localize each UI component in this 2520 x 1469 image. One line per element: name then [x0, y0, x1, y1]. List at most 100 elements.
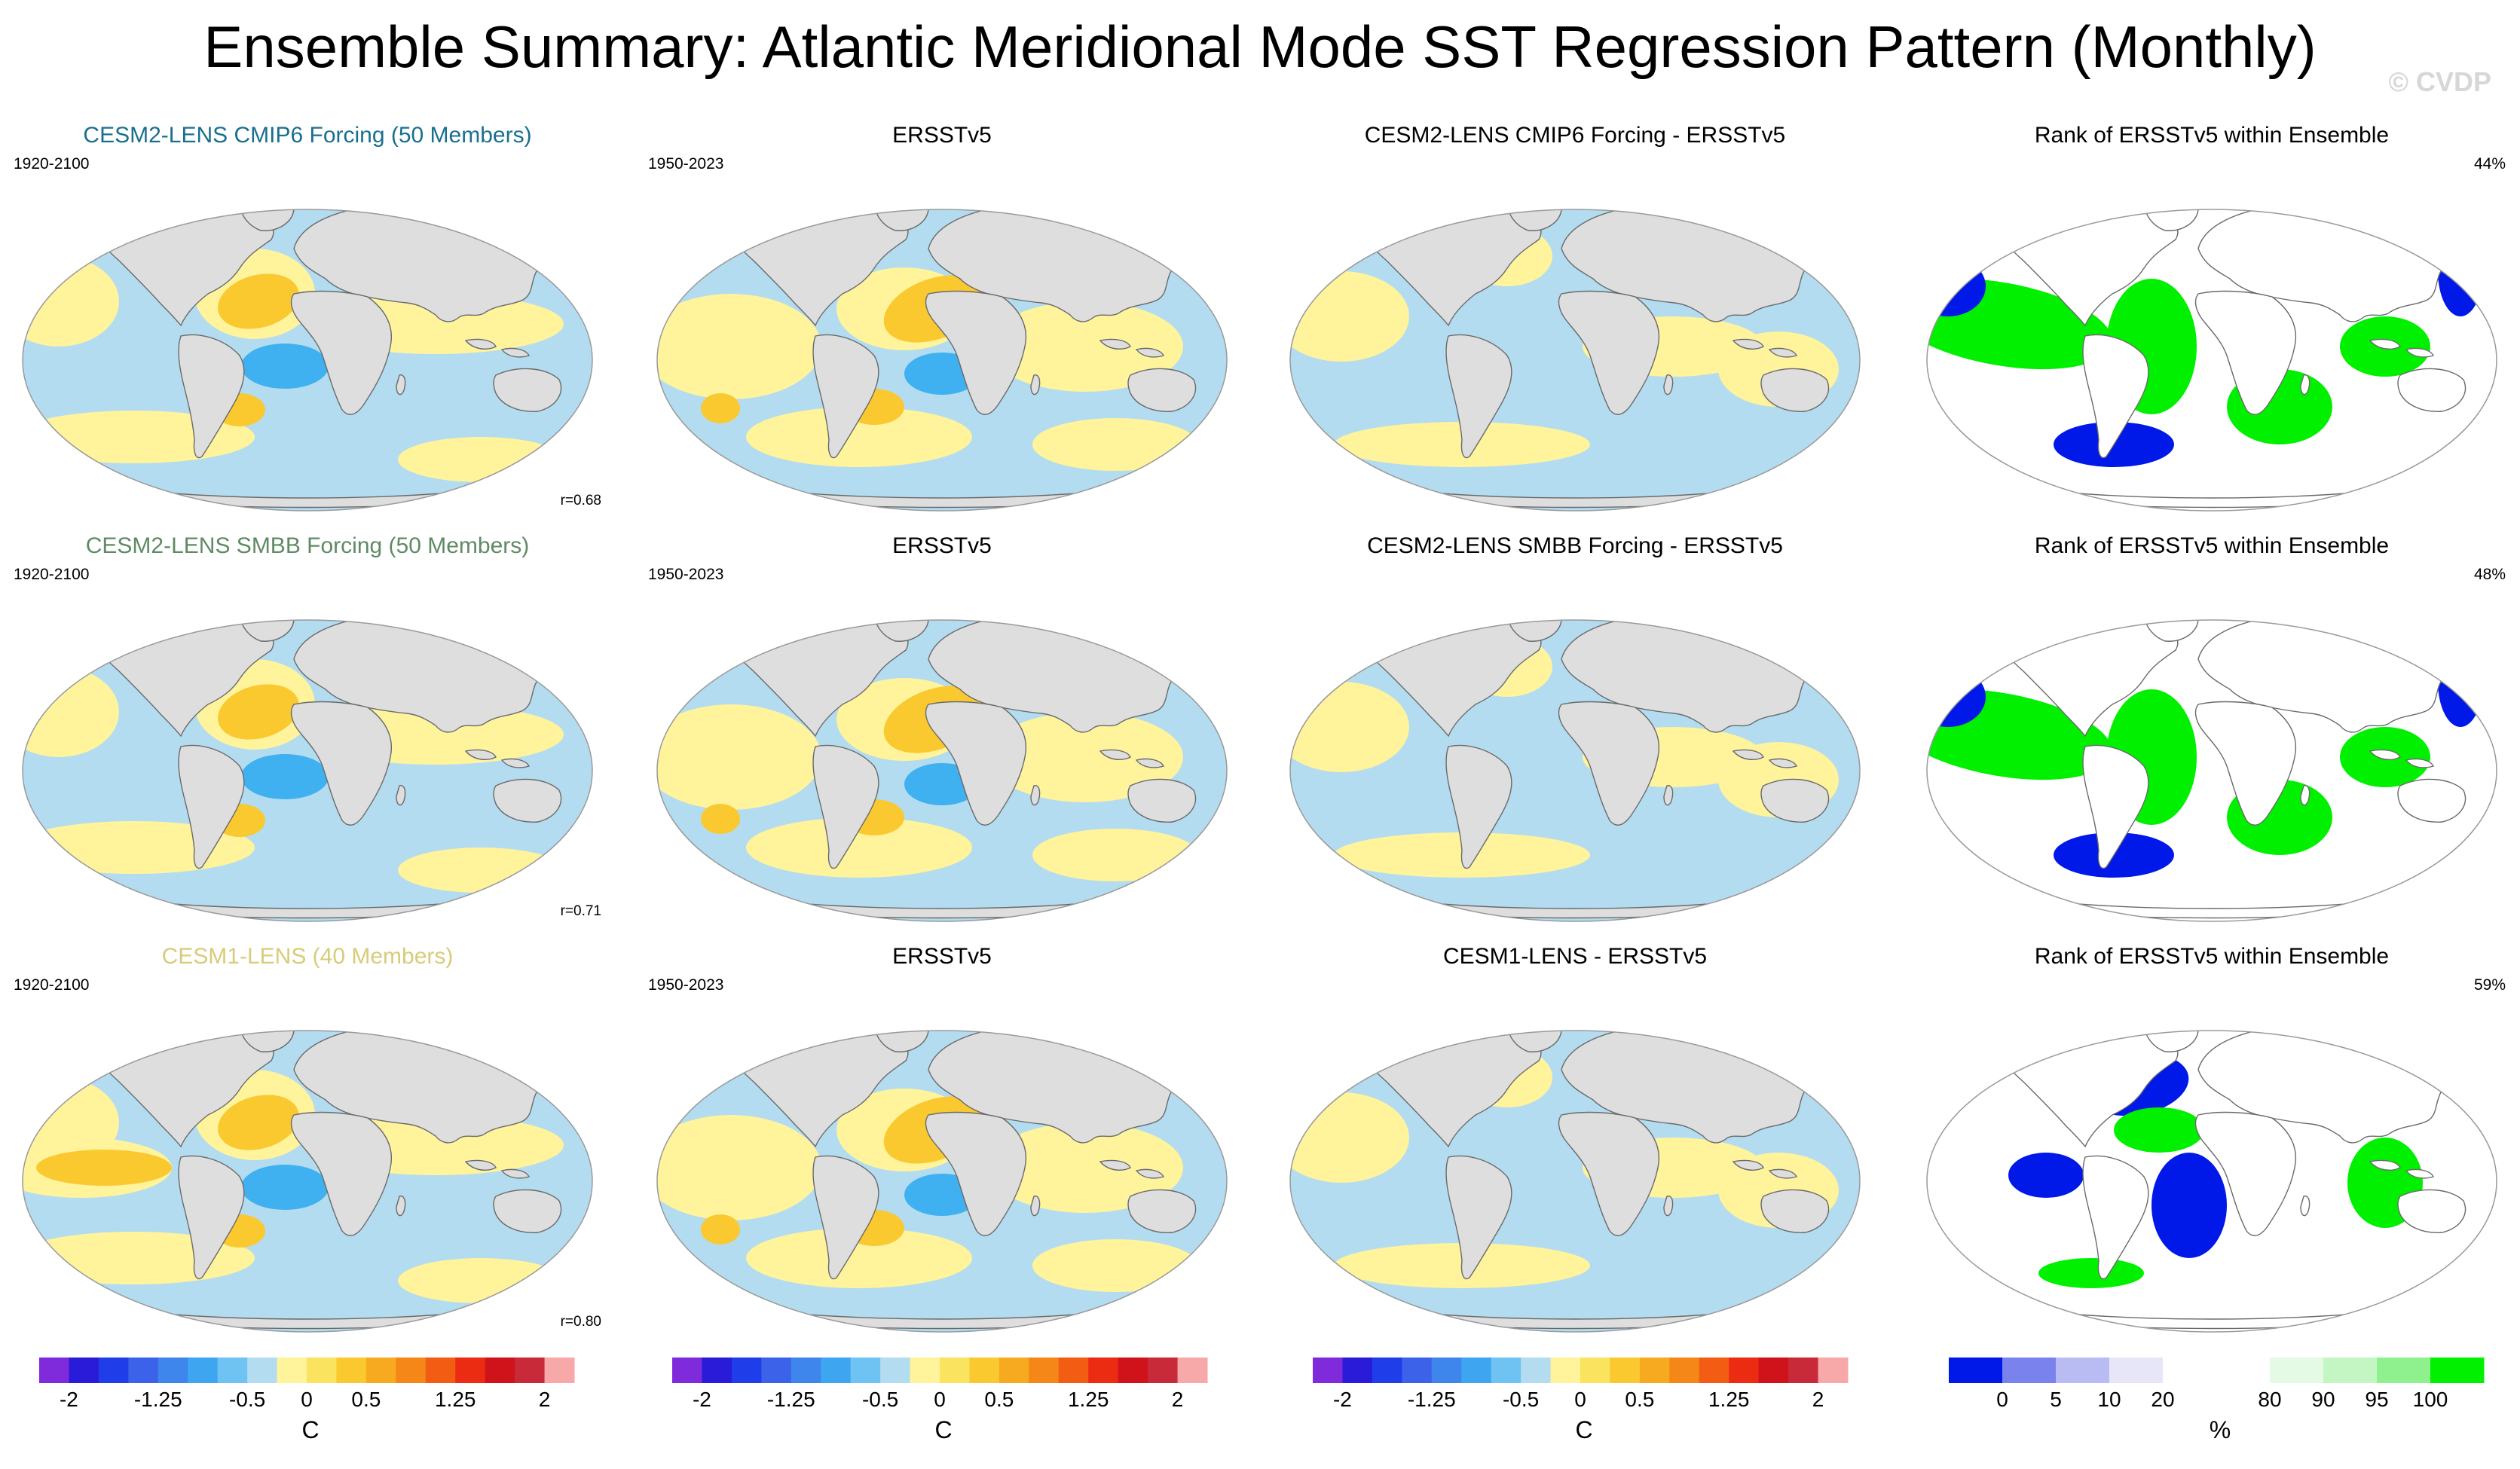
land-mass: [2397, 1189, 2466, 1233]
warm-anomaly-region: [701, 393, 740, 423]
colorbar-tick-label: 1.25: [434, 1388, 476, 1411]
warm-anomaly-region: [987, 301, 1183, 392]
colorbar-swatch: [2216, 1358, 2271, 1383]
map-panel-diff: CESM2-LENS SMBB Forcing - ERSSTv5: [1281, 531, 1869, 923]
land-mass: [1030, 374, 1041, 396]
land-mass: [1030, 785, 1041, 806]
land-mass: [812, 1155, 879, 1280]
colorbar-swatch: [1729, 1358, 1760, 1383]
colorbar-tick-label: 100: [2412, 1388, 2448, 1411]
panel-period: 1950-2023: [648, 976, 724, 994]
colorbar-swatch: [1550, 1358, 1581, 1383]
rank-map: [1926, 209, 2497, 512]
land-mass: [493, 368, 562, 412]
low-rank-region: [2151, 1153, 2227, 1258]
land-mass: [1663, 1196, 1674, 1217]
colorbar-unit-label: C: [301, 1416, 320, 1443]
colorbar-tick-label: -2: [1332, 1388, 1352, 1411]
land-mass: [1445, 334, 1512, 459]
ensemble-map: [22, 619, 593, 922]
colorbar-swatch: [1313, 1358, 1343, 1383]
colorbar-tick-label: 0: [1574, 1388, 1586, 1411]
figure-title: Ensemble Summary: Atlantic Meridional Mo…: [203, 14, 2317, 80]
land-mass: [1445, 1155, 1512, 1280]
warm-anomaly-region: [987, 712, 1183, 802]
low-rank-region: [2438, 226, 2483, 316]
colorbar-tick-label: 0.5: [1625, 1388, 1655, 1411]
land-mass: [290, 290, 392, 415]
panel-title: CESM1-LENS (40 Members): [161, 944, 454, 969]
colorbar-swatch: [731, 1358, 762, 1383]
land-mass: [1506, 1031, 1562, 1052]
sst-colorbar: -2 -1.25 -0.5 0 0.5 1.25 2 C: [39, 1356, 582, 1469]
pattern-correlation: r=0.68: [560, 493, 601, 508]
colorbar-swatch: [544, 1358, 575, 1383]
colorbar-swatch: [1669, 1358, 1700, 1383]
land-mass: [1127, 368, 1197, 412]
colorbar-swatch: [850, 1358, 881, 1383]
land-mass: [2405, 758, 2435, 768]
land-mass: [2369, 749, 2401, 760]
colorbar-swatch: [2056, 1358, 2110, 1383]
colorbar-swatch: [1118, 1358, 1148, 1383]
land-mass: [1506, 620, 1562, 642]
land-mass: [500, 347, 531, 358]
land-mass: [1099, 1159, 1131, 1171]
map-panel-rank: Rank of ERSSTv5 within Ensemble 48%: [1918, 531, 2506, 923]
colorbar-swatch: [761, 1358, 792, 1383]
land-mass: [1760, 368, 1830, 412]
sst-colorbar: -2 -1.25 -0.5 0 0.5 1.25 2 C: [672, 1356, 1215, 1469]
panel-title: CESM1-LENS - ERSSTv5: [1442, 944, 1708, 969]
land-mass: [500, 1168, 531, 1179]
land-mass: [1732, 1159, 1764, 1171]
cvdp-watermark: © CVDP: [2388, 66, 2491, 97]
colorbar-tick-label: 0: [301, 1388, 313, 1411]
colorbar-tick-label: -1.25: [133, 1388, 182, 1411]
colorbar-swatch: [1461, 1358, 1492, 1383]
land-mass: [178, 1155, 245, 1280]
warm-anomaly-region: [746, 817, 972, 878]
colorbar-swatch: [485, 1358, 515, 1383]
colorbar-swatch: [247, 1358, 278, 1383]
map-outline: [1926, 1030, 2497, 1333]
map-panel-diff: CESM1-LENS - ERSSTv5: [1281, 942, 1869, 1333]
colorbar-swatch: [455, 1358, 486, 1383]
colorbar-swatch: [1818, 1358, 1849, 1383]
colorbar-tick-label: 95: [2365, 1388, 2389, 1411]
land-mass: [1127, 778, 1197, 823]
warm-anomaly-region: [218, 273, 299, 329]
colorbar-swatch: [1177, 1358, 1208, 1383]
panel-period: 1920-2100: [14, 155, 90, 173]
colorbar-swatch: [69, 1358, 99, 1383]
colorbar-swatch: [1580, 1358, 1610, 1383]
land-mass: [1558, 290, 1659, 415]
warm-anomaly-region: [657, 704, 821, 810]
colorbar-swatch: [999, 1358, 1029, 1383]
land-mass: [1506, 209, 1562, 231]
warm-anomaly-region: [657, 294, 821, 399]
colorbar-tick-label: -2: [692, 1388, 711, 1411]
warm-anomaly-region: [657, 1115, 821, 1220]
map-outline: [22, 619, 593, 922]
colorbar-swatch: [940, 1358, 970, 1383]
land-mass: [178, 334, 245, 459]
colorbar-swatch: [1788, 1358, 1819, 1383]
ensemble-map: [22, 209, 593, 512]
warm-anomaly-region: [398, 437, 564, 482]
map-outline: [656, 209, 1228, 512]
high-rank-region: [2038, 1258, 2144, 1288]
land-mass: [290, 701, 392, 826]
colorbar-swatch: [1949, 1358, 2003, 1383]
land-mass: [493, 778, 562, 823]
colorbar-swatch: [2002, 1358, 2057, 1383]
colorbar-swatch: [1491, 1358, 1521, 1383]
warm-anomaly-region: [1032, 829, 1198, 881]
warm-anomaly-region: [746, 1228, 972, 1288]
land-mass: [873, 209, 929, 231]
colorbar-swatch: [910, 1358, 940, 1383]
colorbar-tick-label: 0: [934, 1388, 946, 1411]
pattern-correlation: r=0.80: [560, 1314, 601, 1330]
land-mass: [1732, 338, 1764, 350]
map-outline: [1926, 209, 2497, 512]
land-mass: [239, 1031, 295, 1052]
